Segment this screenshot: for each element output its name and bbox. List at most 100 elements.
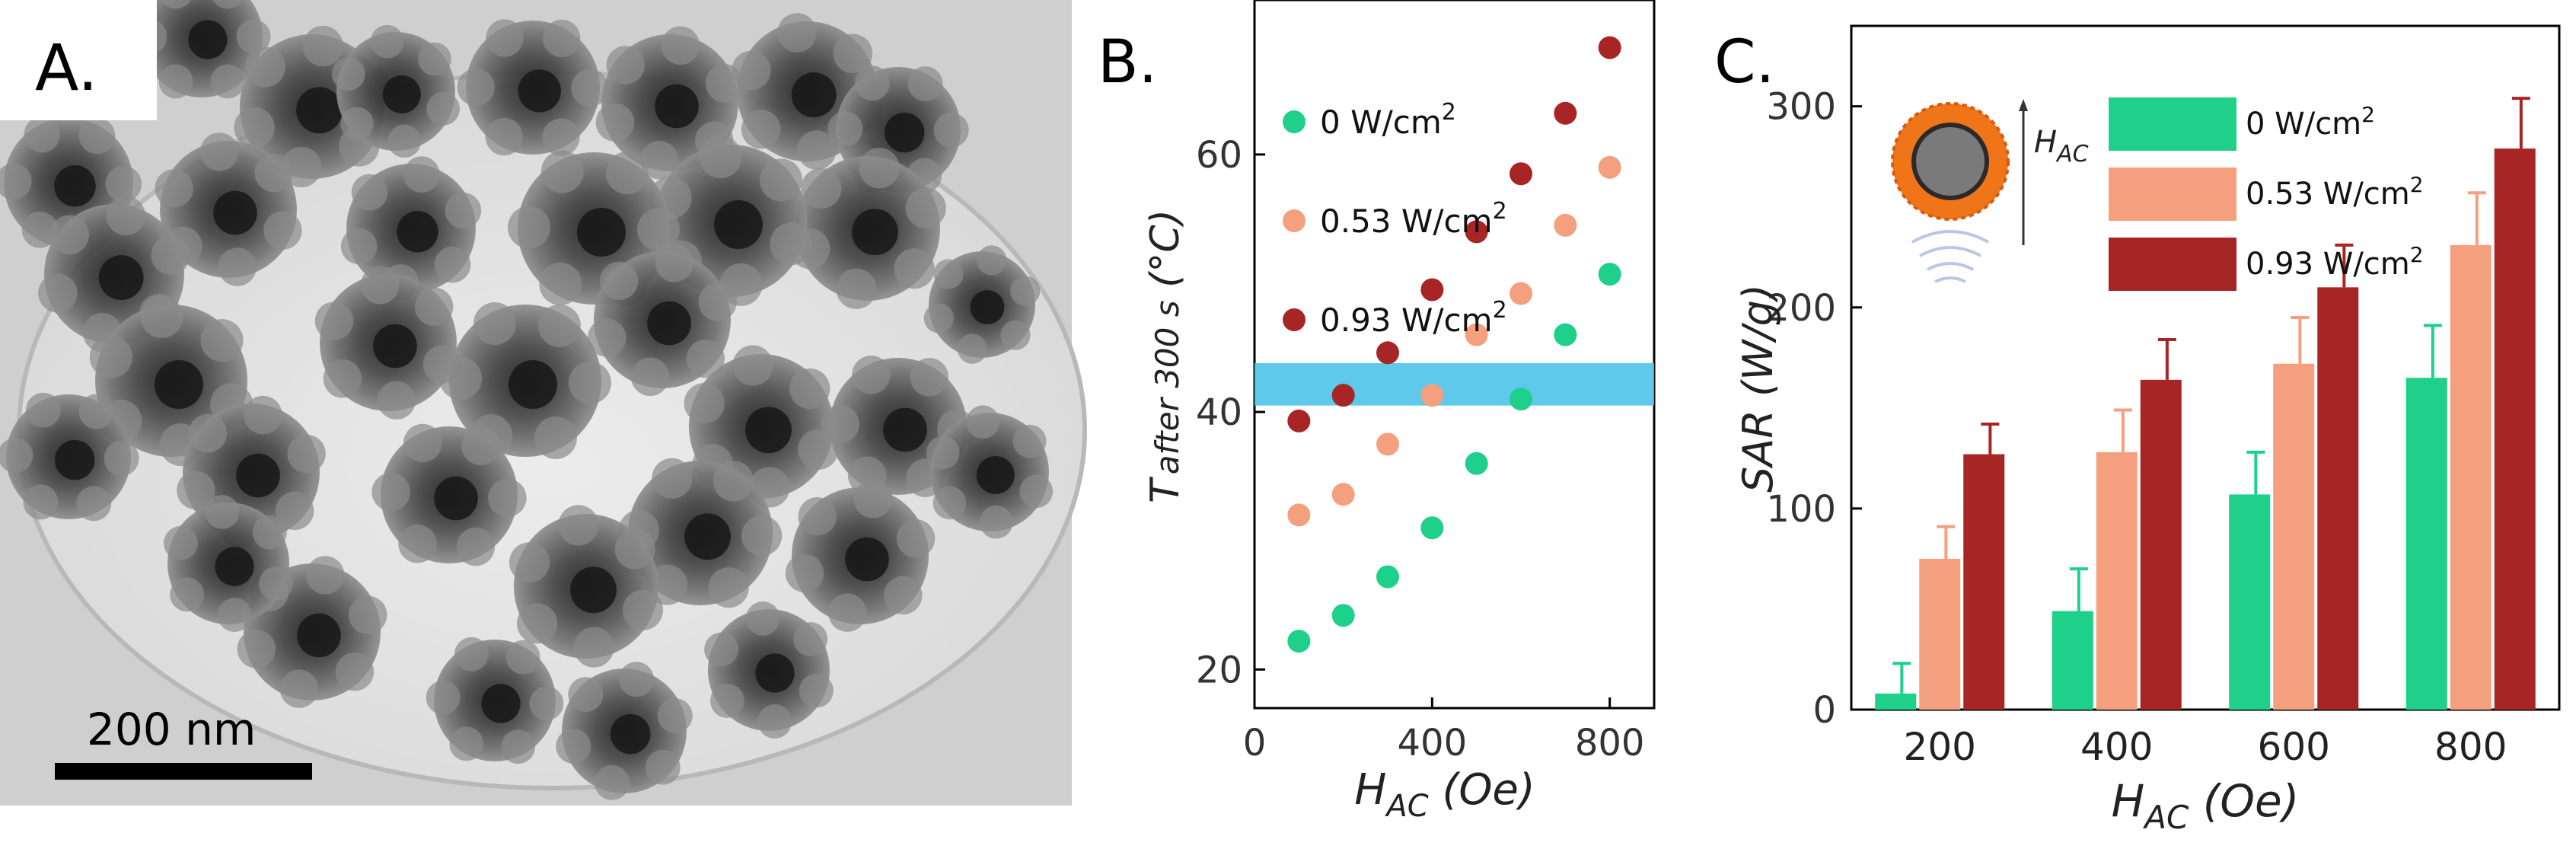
particle-lobe: [25, 392, 61, 428]
legend-swatch: [2109, 238, 2236, 291]
data-point-series-2: [1554, 101, 1577, 125]
particle-lobe: [0, 438, 33, 473]
x-label-sub: AC: [1384, 789, 1428, 824]
particle-lobe: [236, 19, 271, 54]
y-tick-label: 40: [1196, 391, 1242, 434]
particle-lobe: [785, 554, 824, 592]
particle-lobe: [884, 576, 923, 615]
particle-lobe: [732, 345, 773, 386]
bar-series-0: [1875, 693, 1917, 710]
particle-lobe: [505, 640, 540, 675]
particle-lobe: [21, 211, 59, 248]
panel-b-axes-frame: [1253, 0, 1656, 710]
y-tick-label: 60: [1196, 134, 1242, 177]
wave-arc-2: [1919, 246, 1981, 257]
particle-lobe: [434, 246, 471, 283]
particle-lobe: [923, 303, 954, 333]
data-point-series-1: [1465, 323, 1488, 346]
data-point-series-0: [1376, 565, 1399, 589]
particle-lobe: [360, 266, 400, 305]
particle-core: [481, 684, 521, 723]
data-point-series-2: [1465, 220, 1488, 244]
legend-label: 0.53 W/cm2: [1320, 198, 1507, 240]
temperature-scatter-chart: B. 0 400 800 20 40 60 0 W/cm2 0.53 W/cm2 0.93 W…: [1098, 0, 1656, 824]
particle-lobe: [323, 359, 362, 398]
data-point-series-1: [1554, 213, 1577, 237]
particle-lobe: [457, 68, 495, 107]
panel-b-y-axis-label: Tafter 300 s (°C): [1143, 209, 1188, 503]
wave-arc-4: [1934, 276, 1966, 283]
particle-lobe: [155, 169, 193, 208]
particle-lobe: [501, 729, 536, 764]
particle-lobe: [212, 0, 243, 9]
particle-lobe: [340, 107, 374, 141]
particle-lobe: [859, 148, 900, 189]
particle-lobe: [979, 505, 1013, 539]
panel-b-label: B.: [1098, 28, 1157, 97]
particle-core: [434, 476, 478, 521]
particle-lobe: [910, 358, 949, 397]
particle-lobe: [957, 333, 987, 364]
legend-label: 0 W/cm2: [2246, 102, 2375, 142]
data-point-series-2: [1331, 384, 1355, 407]
particle-lobe: [314, 302, 354, 340]
particle-lobe: [89, 335, 132, 378]
particle-lobe: [1012, 424, 1047, 458]
y-label-unit: (°C): [1143, 209, 1188, 300]
x-tick-label: 800: [1575, 722, 1645, 764]
particle-lobe: [907, 66, 943, 101]
panel-a-label: A.: [35, 30, 98, 105]
bar-series-2: [2317, 287, 2359, 710]
particle-lobe: [76, 486, 112, 522]
wave-arc-1: [1911, 230, 1989, 244]
nanoparticle-schematic-inset: HAC: [1891, 99, 2089, 283]
particle-lobe: [279, 669, 318, 708]
particle-lobe: [933, 486, 967, 520]
data-point-series-0: [1598, 263, 1621, 286]
particle-lobe: [630, 357, 670, 397]
legend-swatch: [2109, 97, 2236, 151]
particle-lobe: [770, 222, 813, 266]
y-tick-label: 0: [1812, 689, 1836, 732]
particle-lobe: [485, 117, 523, 156]
particle-lobe: [588, 318, 626, 357]
particle-core: [755, 653, 795, 693]
particle-lobe: [205, 495, 240, 529]
particle-lobe: [709, 684, 744, 718]
particle-core: [518, 69, 561, 113]
particle-lobe: [151, 235, 190, 275]
particle-lobe: [652, 458, 693, 499]
particle-lobe: [426, 680, 461, 715]
particle-core: [98, 255, 144, 301]
particle-lobe: [713, 461, 754, 502]
particle-lobe: [371, 472, 410, 512]
panel-c-x-axis-label: HAC (Oe): [2112, 775, 2300, 836]
particle-lobe: [966, 405, 1000, 439]
y-tick-label: 20: [1196, 649, 1242, 691]
particle-lobe: [543, 19, 581, 58]
particle-lobe: [105, 165, 142, 203]
data-point-series-0: [1287, 630, 1311, 653]
particle-lobe: [542, 118, 580, 156]
particle-lobe: [605, 152, 649, 195]
particle-lobe: [237, 630, 276, 669]
data-point-series-0: [1420, 516, 1444, 540]
particle-lobe: [302, 25, 343, 67]
particle-lobe: [599, 261, 639, 300]
scale-bar: [55, 763, 312, 780]
particle-lobe: [104, 440, 139, 476]
particle-lobe: [594, 764, 630, 800]
particle-lobe: [933, 112, 969, 148]
particle-lobe: [23, 484, 59, 520]
particle-core: [655, 84, 699, 129]
panel-a-label-box: [0, 0, 157, 120]
core-icon: [1911, 123, 1989, 200]
data-point-series-2: [1510, 162, 1532, 186]
tem-micrograph-panel: A. 200 nm: [0, 0, 1087, 806]
particle-lobe: [340, 228, 378, 265]
particle-core: [54, 439, 95, 480]
particle-lobe: [78, 117, 116, 155]
x-tick-label: 0: [1243, 722, 1267, 764]
particle-lobe: [686, 340, 725, 378]
particle-lobe: [537, 304, 581, 347]
